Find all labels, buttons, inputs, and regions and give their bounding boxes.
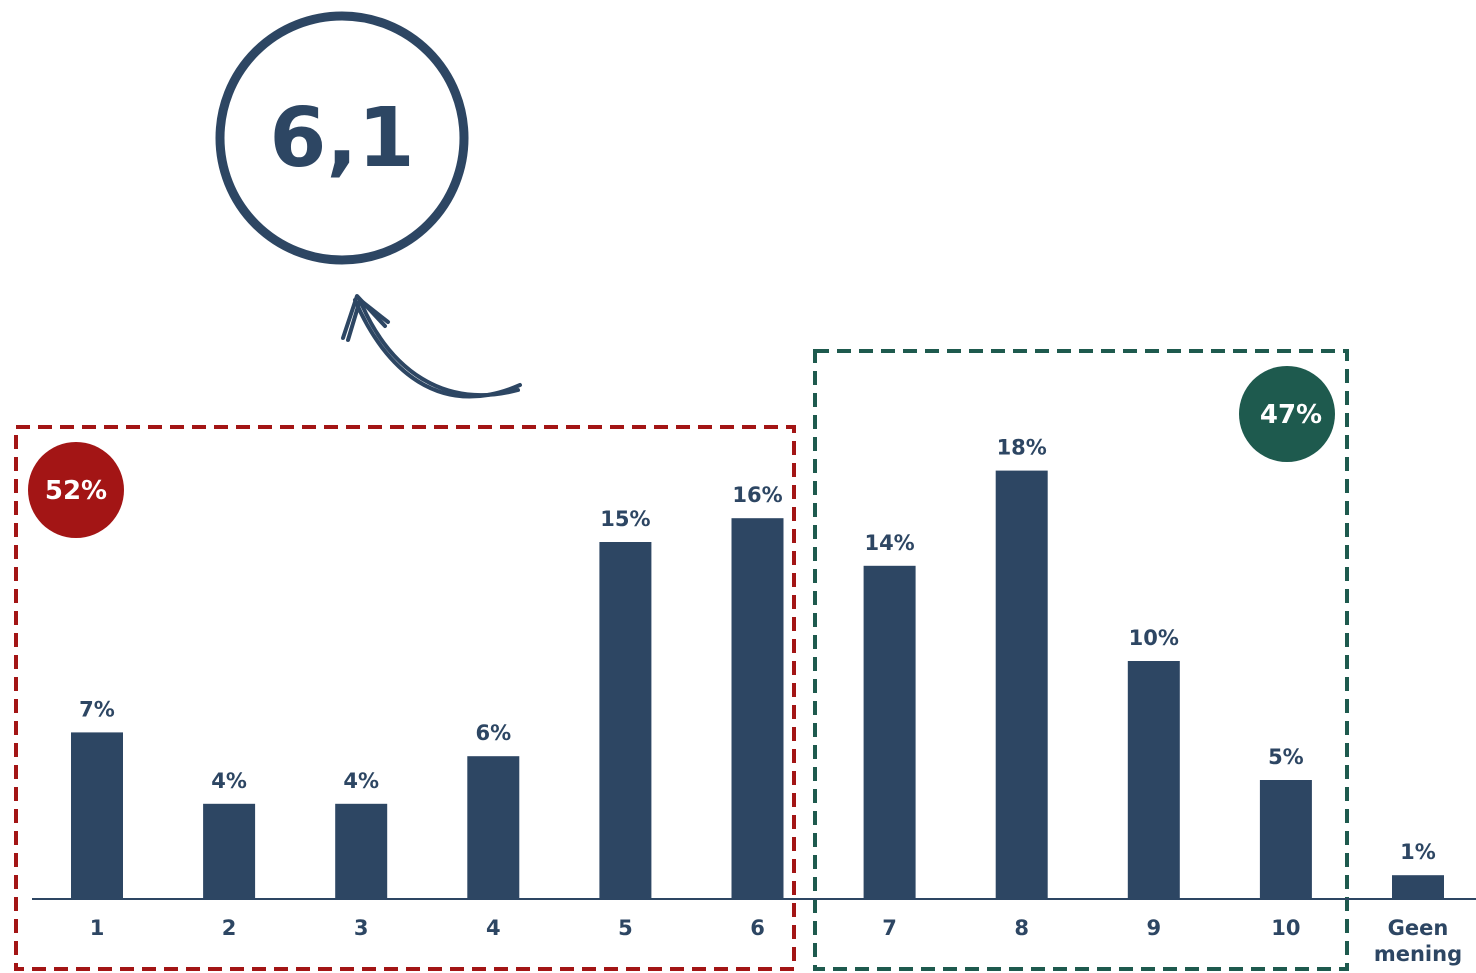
bar-value-label: 14% — [864, 531, 914, 555]
bar-1 — [71, 732, 123, 899]
bar-value-label: 10% — [1129, 626, 1179, 650]
high-group-percentage: 47% — [1260, 400, 1322, 430]
bar-8 — [995, 470, 1048, 899]
bar-value-label: 15% — [600, 507, 650, 531]
high-group-box — [813, 349, 1349, 971]
x-tick-labels-layer: 1 2 3 4 5 6 7 8 9 10 Geen mening — [90, 916, 1462, 966]
bar-5 — [599, 542, 652, 899]
x-tick-label: 10 — [1271, 916, 1300, 940]
low-group-badge: 52% — [28, 442, 124, 538]
bar-value-label: 6% — [475, 721, 511, 745]
x-tick-label: 2 — [222, 916, 237, 940]
bar-value-label: 1% — [1400, 840, 1436, 864]
low-group-percentage: 52% — [45, 476, 107, 506]
x-tick-label: 4 — [486, 916, 501, 940]
bar-value-label: 5% — [1268, 745, 1304, 769]
bar-value-label: 18% — [997, 436, 1047, 460]
x-tick-label: 8 — [1014, 916, 1029, 940]
average-score-value: 6,1 — [269, 91, 414, 186]
high-group-badge-circle — [1239, 366, 1335, 462]
bar-2 — [203, 803, 256, 899]
bar-value-label: 16% — [732, 483, 782, 507]
x-tick-label: 6 — [750, 916, 765, 940]
x-tick-label: 5 — [618, 916, 633, 940]
bar-7 — [863, 565, 916, 899]
curved-arrow-icon — [341, 294, 522, 399]
x-tick-label: 9 — [1146, 916, 1161, 940]
bar-9 — [1127, 661, 1180, 899]
low-group-badge-circle — [28, 442, 124, 538]
average-score-circle — [215, 11, 469, 265]
bar-4 — [467, 756, 520, 899]
high-group-badge: 47% — [1239, 366, 1335, 462]
bar-3 — [335, 803, 388, 899]
bar-value-label: 7% — [79, 697, 115, 721]
x-tick-label: Geen mening — [1374, 916, 1462, 966]
bars-layer — [71, 470, 1444, 899]
bar-value-label: 4% — [211, 769, 247, 793]
bar-labels-layer: 7% 4% 4% 6% 15% 16% 14% 18% 10% 5% 1% — [79, 436, 1436, 865]
x-tick-label-line: mening — [1374, 942, 1462, 966]
x-tick-label: 1 — [90, 916, 105, 940]
x-tick-label: 3 — [354, 916, 369, 940]
bar-6 — [731, 518, 784, 899]
bar-10 — [1259, 780, 1312, 899]
low-group-box — [14, 425, 796, 971]
x-tick-label: 7 — [882, 916, 897, 940]
x-tick-label-line: Geen — [1388, 916, 1449, 940]
bar-value-label: 4% — [343, 769, 379, 793]
bar-geen-mening — [1392, 875, 1444, 899]
average-score-group: 6,1 — [215, 11, 469, 265]
